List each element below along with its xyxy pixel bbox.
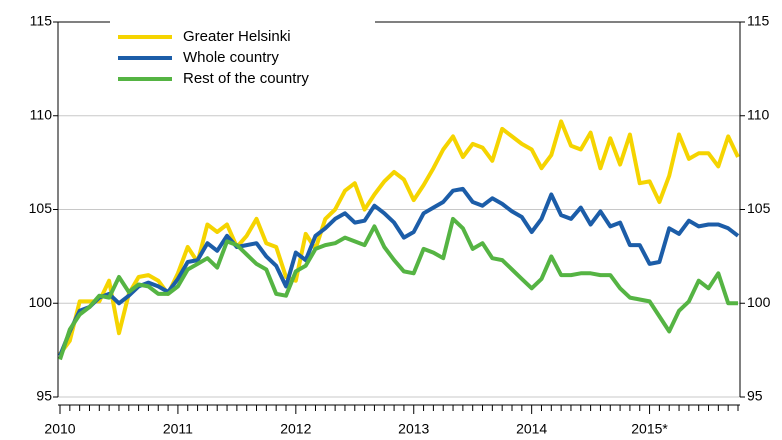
x-tick-label: 2012 <box>280 421 311 437</box>
y-tick-label: 115 <box>30 13 53 29</box>
x-tick-label: 2011 <box>163 421 193 437</box>
line-series <box>58 119 740 356</box>
y-tick-label: 100 <box>29 294 53 310</box>
y-tick-label: 105 <box>29 200 53 216</box>
line-series <box>58 216 738 361</box>
x-tick-label: 2015* <box>631 421 668 437</box>
y-tick-label: 95 <box>36 388 52 404</box>
legend-label: Whole country <box>183 49 279 66</box>
legend-label: Greater Helsinki <box>183 28 291 45</box>
x-tick-label: 2014 <box>516 421 547 437</box>
legend-label: Rest of the country <box>183 70 309 87</box>
x-tick-label: 2013 <box>398 421 429 437</box>
y2-tick-label: 95 <box>747 388 763 404</box>
y2-tick-label: 115 <box>747 13 770 29</box>
y2-tick-label: 110 <box>747 106 770 122</box>
y2-tick-label: 105 <box>747 200 771 216</box>
line-series <box>58 186 740 357</box>
y-tick-label: 110 <box>30 106 53 122</box>
x-tick-label: 2010 <box>44 421 75 437</box>
y2-tick-label: 100 <box>747 294 771 310</box>
